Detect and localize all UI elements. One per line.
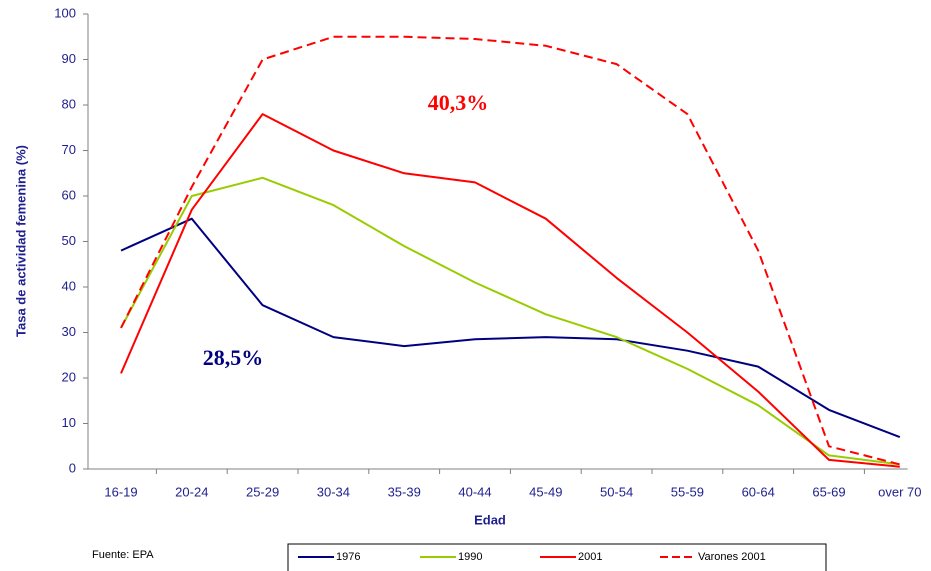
x-tick-label: 65-69 [812, 484, 845, 499]
x-tick-label: 35-39 [388, 484, 421, 499]
y-tick-label: 80 [62, 96, 76, 111]
line [120, 176, 900, 466]
x-tick-label: 20-24 [175, 484, 208, 499]
annotation: 40,3% [428, 90, 489, 115]
y-tick-label: 0 [69, 460, 76, 475]
x-tick-label: 60-64 [742, 484, 775, 499]
y-axis-label: Tasa de actividad femenina (%) [13, 145, 28, 337]
y-tick-label: 50 [62, 233, 76, 248]
x-axis-label: Edad [474, 512, 506, 527]
annotation: 28,5% [203, 345, 264, 370]
line [120, 113, 900, 468]
x-tick-label: 55-59 [671, 484, 704, 499]
y-tick-label: 30 [62, 324, 76, 339]
legend-label: 2001 [578, 551, 602, 563]
y-tick-label: 70 [62, 142, 76, 157]
legend-label: 1976 [336, 551, 360, 563]
line [120, 35, 901, 466]
y-tick-label: 40 [62, 278, 76, 293]
x-tick-label: 40-44 [458, 484, 491, 499]
x-tick-label: 45-49 [529, 484, 562, 499]
y-tick-label: 60 [62, 187, 76, 202]
y-tick-label: 10 [62, 415, 76, 430]
y-tick-label: 20 [62, 369, 76, 384]
legend-label: 1990 [458, 551, 482, 563]
x-tick-label: over 70 [878, 484, 921, 499]
line [120, 217, 901, 439]
legend-label: Varones 2001 [698, 551, 766, 563]
x-tick-label: 16-19 [104, 484, 137, 499]
source: Fuente: EPA [92, 549, 154, 561]
y-tick-label: 100 [54, 5, 76, 20]
x-tick-label: 50-54 [600, 484, 633, 499]
x-tick-label: 30-34 [317, 484, 350, 499]
x-tick-label: 25-29 [246, 484, 279, 499]
y-tick-label: 90 [62, 51, 76, 66]
